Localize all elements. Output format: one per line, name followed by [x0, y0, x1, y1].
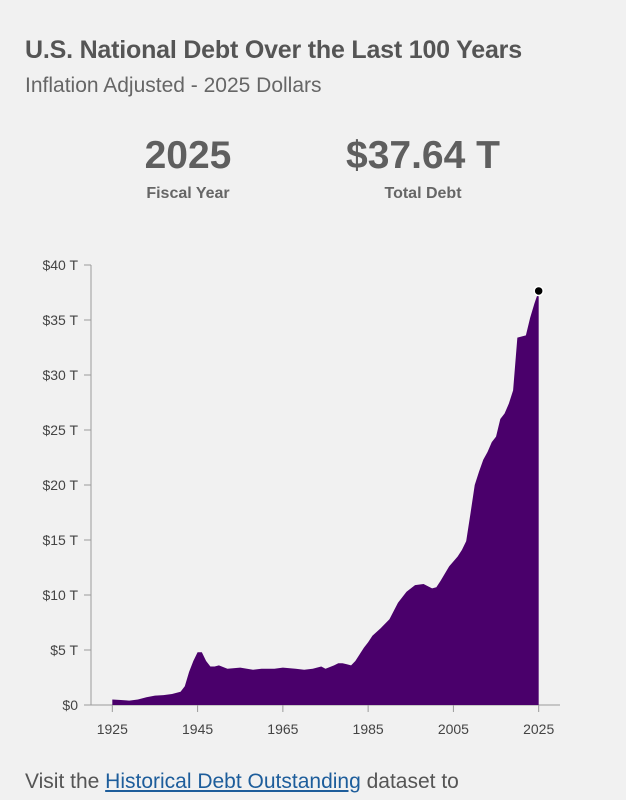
total-debt-stat: $37.64 T Total Debt [318, 132, 528, 203]
debt-area-chart[interactable]: $0 $5 T $10 T $15 T $20 T $25 T $30 T $35 T $40 … [0, 240, 626, 750]
highlight-point[interactable] [533, 285, 544, 297]
x-tick-label: 2005 [438, 721, 469, 737]
x-tick-label: 1985 [353, 721, 384, 737]
x-tick-label: 1945 [182, 721, 213, 737]
x-tick-label: 2025 [523, 721, 554, 737]
fiscal-year-value: 2025 [144, 134, 232, 177]
y-axis: $0 $5 T $10 T $15 T $20 T $25 T $30 T $35 T $40 … [42, 257, 92, 713]
debt-area [112, 290, 539, 705]
y-tick-label: $0 [62, 697, 78, 713]
y-tick-label: $5 T [50, 642, 78, 658]
x-tick-label: 1925 [97, 721, 128, 737]
x-tick-label: 1965 [267, 721, 298, 737]
total-debt-label: Total Debt [384, 185, 462, 202]
y-tick-label: $20 T [42, 477, 78, 493]
y-tick-label: $15 T [42, 532, 78, 548]
x-axis: 1925 1945 1965 1985 2005 2025 [91, 704, 560, 737]
footer-suffix: dataset to [360, 770, 459, 793]
historical-debt-link[interactable]: Historical Debt Outstanding [105, 770, 361, 793]
y-tick-label: $35 T [42, 312, 78, 328]
page-title: U.S. National Debt Over the Last 100 Yea… [25, 36, 522, 64]
y-tick-label: $30 T [42, 367, 78, 383]
y-tick-label: $40 T [42, 257, 78, 273]
footer-prefix: Visit the [25, 770, 106, 793]
page-subtitle: Inflation Adjusted - 2025 Dollars [25, 74, 322, 97]
fiscal-year-label: Fiscal Year [146, 185, 230, 202]
fiscal-year-stat: 2025 Fiscal Year [118, 132, 258, 203]
total-debt-value: $37.64 T [346, 134, 500, 177]
y-tick-label: $10 T [42, 587, 78, 603]
plot-area [112, 285, 544, 705]
y-tick-label: $25 T [42, 422, 78, 438]
footer-text: Visit the Historical Debt Outstanding da… [25, 770, 459, 794]
